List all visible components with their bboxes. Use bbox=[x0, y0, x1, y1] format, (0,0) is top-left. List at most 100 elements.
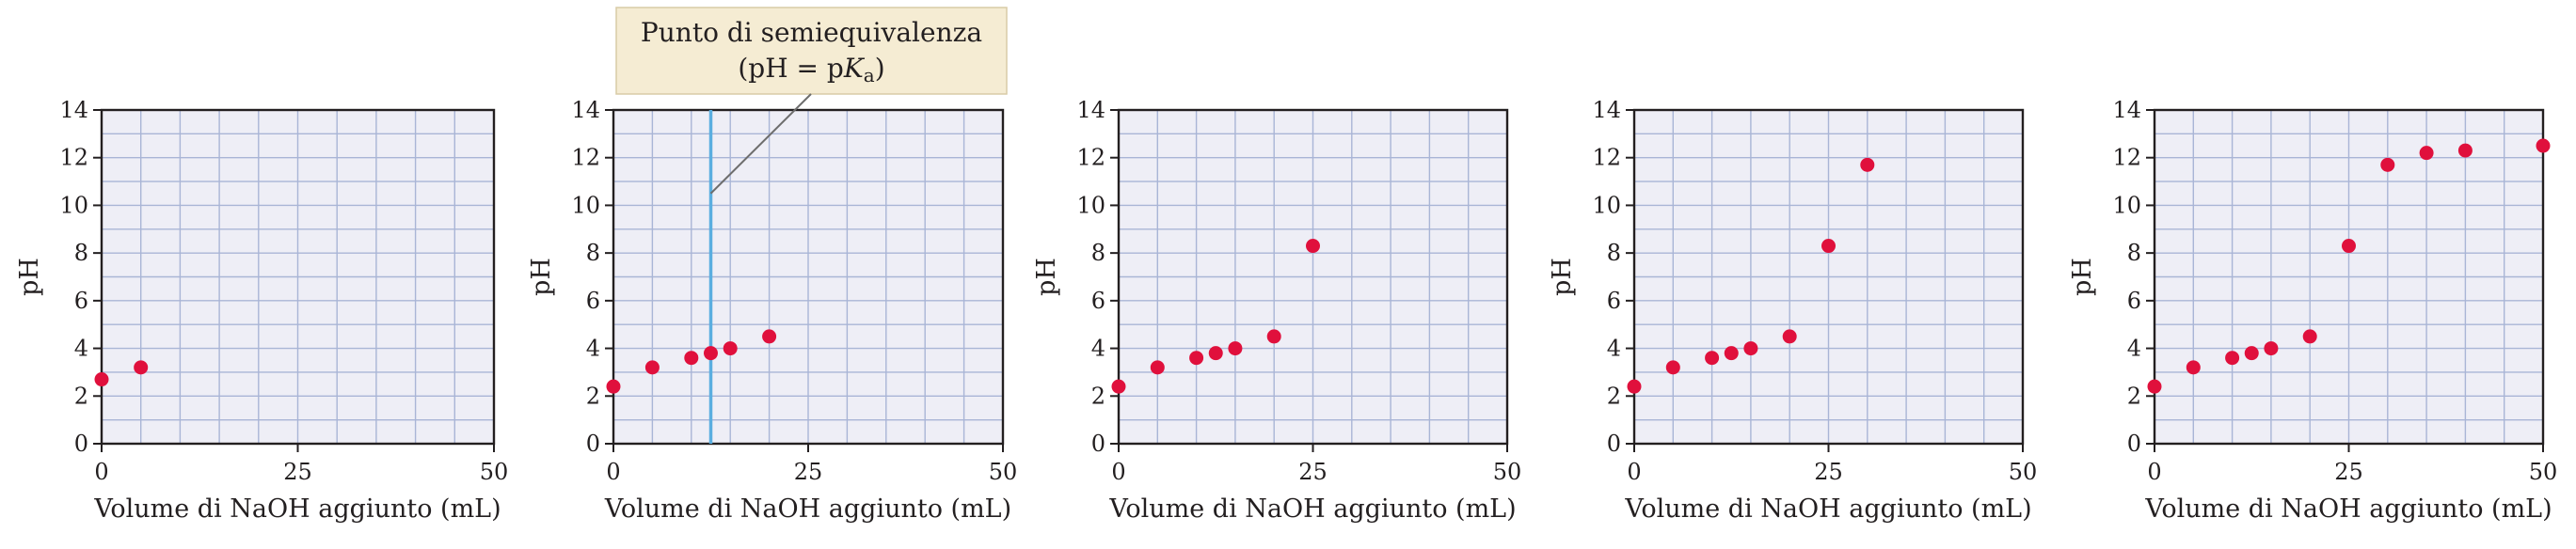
y-tick-label: 6 bbox=[2127, 288, 2141, 314]
y-tick-label: 14 bbox=[1076, 97, 1105, 123]
data-point bbox=[2186, 360, 2201, 375]
data-point bbox=[606, 379, 621, 394]
callout-line-1: Punto di semiequivalenza bbox=[641, 17, 982, 48]
data-point bbox=[2147, 379, 2162, 394]
y-tick-label: 10 bbox=[571, 192, 600, 218]
data-point bbox=[723, 341, 738, 356]
y-tick-label: 6 bbox=[1091, 288, 1105, 314]
data-point bbox=[1150, 360, 1165, 375]
data-point bbox=[1782, 329, 1797, 344]
callout-box bbox=[615, 7, 1008, 95]
callout-line-2-italic-k: K bbox=[843, 53, 866, 84]
y-tick-label: 12 bbox=[1076, 145, 1105, 171]
y-axis-label: pH bbox=[1032, 258, 1061, 296]
x-axis-label: Volume di NaOH aggiunto (mL) bbox=[1108, 494, 1516, 524]
y-axis-label: pH bbox=[527, 258, 556, 296]
x-tick-label: 0 bbox=[1111, 459, 1125, 485]
y-axis-label: pH bbox=[2068, 258, 2097, 296]
x-tick-label: 25 bbox=[1814, 459, 1843, 485]
data-point bbox=[1860, 157, 1875, 172]
y-tick-label: 0 bbox=[74, 431, 88, 457]
data-point bbox=[1111, 379, 1126, 394]
x-axis-label: Volume di NaOH aggiunto (mL) bbox=[2144, 494, 2552, 524]
y-tick-label: 4 bbox=[1091, 336, 1105, 362]
y-tick-label: 14 bbox=[59, 97, 88, 123]
y-tick-label: 2 bbox=[1091, 383, 1105, 409]
y-tick-label: 8 bbox=[74, 240, 88, 266]
data-point bbox=[94, 372, 109, 387]
data-point bbox=[2302, 329, 2317, 344]
y-tick-label: 2 bbox=[74, 383, 88, 409]
y-tick-label: 14 bbox=[571, 97, 600, 123]
x-tick-label: 25 bbox=[1298, 459, 1328, 485]
y-tick-label: 12 bbox=[1592, 145, 1621, 171]
y-tick-label: 14 bbox=[2112, 97, 2141, 123]
x-tick-label: 25 bbox=[2334, 459, 2363, 485]
data-point bbox=[1705, 351, 1720, 366]
x-tick-label: 0 bbox=[94, 459, 108, 485]
callout-line-2-suffix: ) bbox=[875, 53, 885, 84]
y-tick-label: 12 bbox=[2112, 145, 2141, 171]
chart-panel-3: 0 2 4 6 8 10 12 14 0 25 50 Volume di NaOH aggiunto … bbox=[1032, 97, 1521, 524]
data-point bbox=[2264, 341, 2279, 356]
data-point bbox=[2419, 146, 2434, 161]
y-tick-label: 12 bbox=[59, 145, 88, 171]
y-tick-label: 10 bbox=[1076, 192, 1105, 218]
data-point bbox=[2244, 346, 2259, 361]
x-tick-label: 50 bbox=[2009, 459, 2038, 485]
data-point bbox=[644, 360, 660, 375]
y-tick-label: 0 bbox=[1607, 431, 1621, 457]
data-point bbox=[1266, 329, 1281, 344]
data-point bbox=[1208, 346, 1223, 361]
x-axis-label: Volume di NaOH aggiunto (mL) bbox=[93, 494, 501, 524]
callout-line-2-prefix: (pH = p bbox=[738, 53, 843, 84]
y-tick-label: 10 bbox=[59, 192, 88, 218]
y-axis-label: pH bbox=[1548, 258, 1577, 296]
data-point bbox=[1821, 239, 1836, 254]
x-axis-label: Volume di NaOH aggiunto (mL) bbox=[1624, 494, 2031, 524]
data-point bbox=[762, 329, 777, 344]
x-tick-label: 0 bbox=[2147, 459, 2161, 485]
y-tick-label: 4 bbox=[1607, 336, 1621, 362]
callout-leader-line bbox=[709, 93, 812, 195]
x-tick-label: 25 bbox=[794, 459, 823, 485]
y-tick-label: 12 bbox=[571, 145, 600, 171]
data-point bbox=[2342, 239, 2356, 254]
y-tick-label: 0 bbox=[1091, 431, 1105, 457]
data-point bbox=[134, 360, 149, 375]
y-tick-label: 0 bbox=[2127, 431, 2141, 457]
data-point bbox=[1665, 360, 1680, 375]
y-tick-label: 2 bbox=[586, 383, 600, 409]
x-tick-label: 0 bbox=[1627, 459, 1641, 485]
x-tick-label: 50 bbox=[1493, 459, 1522, 485]
data-point bbox=[1627, 379, 1642, 394]
y-tick-label: 6 bbox=[586, 288, 600, 314]
callout-line-2: (pH = pKa) bbox=[738, 53, 884, 86]
data-point bbox=[2225, 351, 2240, 366]
y-tick-label: 2 bbox=[1607, 383, 1621, 409]
y-tick-label: 4 bbox=[2127, 336, 2141, 362]
data-point bbox=[2536, 138, 2551, 153]
data-point bbox=[1189, 351, 1204, 366]
y-tick-label: 6 bbox=[74, 288, 88, 314]
data-point bbox=[1228, 341, 1243, 356]
chart-panel-5: 0 2 4 6 8 10 12 14 0 25 50 Volume di NaOH aggiunto … bbox=[2068, 97, 2557, 524]
x-tick-label: 0 bbox=[606, 459, 620, 485]
x-axis-label: Volume di NaOH aggiunto (mL) bbox=[604, 494, 1011, 524]
data-point bbox=[1306, 239, 1320, 254]
y-axis-label: pH bbox=[15, 258, 44, 296]
y-tick-label: 4 bbox=[586, 336, 600, 362]
y-tick-label: 10 bbox=[2112, 192, 2141, 218]
y-tick-label: 10 bbox=[1592, 192, 1621, 218]
data-point bbox=[704, 346, 718, 361]
x-tick-label: 25 bbox=[283, 459, 312, 485]
data-point bbox=[2380, 157, 2395, 172]
data-point bbox=[1724, 346, 1739, 361]
x-tick-label: 50 bbox=[2529, 459, 2558, 485]
x-tick-label: 50 bbox=[480, 459, 509, 485]
y-tick-label: 14 bbox=[1592, 97, 1621, 123]
y-tick-label: 8 bbox=[2127, 240, 2141, 266]
data-point bbox=[684, 351, 699, 366]
